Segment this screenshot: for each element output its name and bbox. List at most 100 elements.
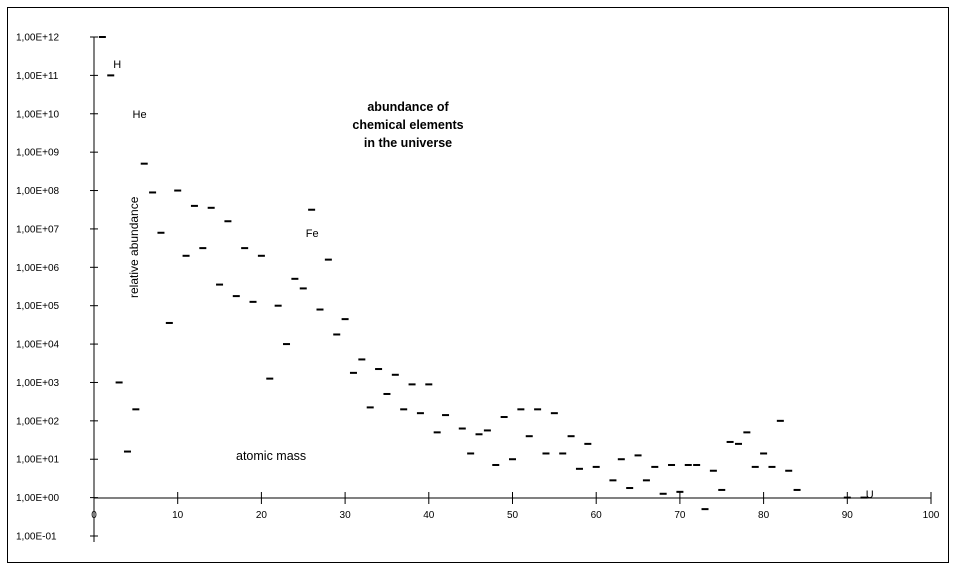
x-tick-label: 80 <box>758 510 770 521</box>
data-point <box>157 231 165 234</box>
x-tick-label: 70 <box>674 510 686 521</box>
y-tick-label: 1,00E+08 <box>16 186 60 197</box>
data-point <box>559 452 567 455</box>
data-point <box>316 308 324 311</box>
data-point <box>308 208 316 211</box>
data-point <box>241 247 249 250</box>
data-point <box>693 463 701 466</box>
data-point <box>668 463 676 466</box>
data-point <box>751 465 759 468</box>
data-point <box>132 408 140 411</box>
data-point <box>107 74 115 77</box>
data-point <box>609 479 617 482</box>
data-point <box>366 406 374 409</box>
x-tick-label: 50 <box>507 510 519 521</box>
data-point <box>291 277 299 280</box>
data-point <box>626 487 634 490</box>
x-tick-label: 100 <box>923 510 940 521</box>
y-tick-label: 1,00E+09 <box>16 148 60 159</box>
y-tick-label: 1,00E+01 <box>16 455 60 466</box>
data-point <box>182 254 190 257</box>
element-annotation: He <box>133 109 147 121</box>
y-tick-label: 1,00E+11 <box>16 71 59 82</box>
data-point <box>642 479 650 482</box>
data-point <box>684 463 692 466</box>
data-point <box>174 189 182 192</box>
x-tick-label: 90 <box>842 510 854 521</box>
data-point <box>550 412 558 415</box>
data-point <box>266 377 274 380</box>
data-point <box>575 467 583 470</box>
data-point <box>416 412 424 415</box>
data-point <box>257 254 265 257</box>
y-tick-label: 1,00E+12 <box>16 33 60 44</box>
data-point <box>542 452 550 455</box>
data-point <box>358 358 366 361</box>
data-point <box>785 469 793 472</box>
x-tick-label: 10 <box>172 510 184 521</box>
y-tick-label: 1,00E+05 <box>16 301 60 312</box>
data-point <box>483 429 491 432</box>
data-point <box>216 283 224 286</box>
data-point <box>123 450 131 453</box>
data-point <box>442 414 450 417</box>
y-tick-label: 1,00E+00 <box>16 493 60 504</box>
data-point <box>768 465 776 468</box>
data-point <box>467 452 475 455</box>
x-tick-label: 30 <box>340 510 352 521</box>
data-point <box>567 435 575 438</box>
data-point <box>651 465 659 468</box>
data-point <box>659 492 667 495</box>
x-axis-label: atomic mass <box>236 449 306 463</box>
y-tick-label: 1,00E+07 <box>16 224 60 235</box>
data-point <box>383 392 391 395</box>
data-point <box>743 431 751 434</box>
data-point <box>190 204 198 207</box>
data-point <box>249 300 257 303</box>
y-tick-label: 1,00E+04 <box>16 340 60 351</box>
data-point <box>534 408 542 411</box>
data-point <box>149 191 157 194</box>
element-annotation: U <box>866 489 874 501</box>
data-point <box>425 383 433 386</box>
data-point <box>617 458 625 461</box>
data-point <box>709 469 717 472</box>
data-point <box>375 368 383 371</box>
data-point <box>299 287 307 290</box>
data-point <box>199 247 207 250</box>
data-point <box>400 408 408 411</box>
data-point <box>843 496 851 499</box>
data-point <box>726 440 734 443</box>
data-point <box>324 258 332 261</box>
data-point <box>115 381 123 384</box>
chart-title-line: in the universe <box>364 136 452 150</box>
data-point <box>333 333 341 336</box>
data-point <box>776 419 784 422</box>
data-point <box>492 463 500 466</box>
y-axis-label: relative abundance <box>127 196 141 298</box>
y-tick-label: 1,00E+06 <box>16 263 60 274</box>
element-annotation: H <box>113 59 121 71</box>
data-point <box>224 220 232 223</box>
data-point <box>207 206 215 209</box>
element-annotation: Fe <box>306 228 319 240</box>
chart-title-line: abundance of <box>367 100 449 114</box>
data-point <box>718 488 726 491</box>
data-point <box>634 454 642 457</box>
data-point <box>525 435 533 438</box>
data-point <box>676 490 684 493</box>
data-point <box>701 508 709 511</box>
data-point <box>517 408 525 411</box>
y-tick-label: 1,00E+10 <box>16 109 60 120</box>
chart-svg: 1,00E+12 1,00E+11 1,00E+10 1,00E+09 1,00E+08… <box>16 33 940 543</box>
data-point <box>165 321 173 324</box>
data-point <box>475 433 483 436</box>
x-tick-label: 60 <box>591 510 603 521</box>
data-point <box>408 383 416 386</box>
x-tick-label: 0 <box>91 510 97 521</box>
data-point <box>793 488 801 491</box>
data-point <box>140 162 148 165</box>
data-point <box>98 36 106 38</box>
x-tick-label: 40 <box>423 510 435 521</box>
chart-frame: 1,00E+12 1,00E+11 1,00E+10 1,00E+09 1,00E+08… <box>7 7 949 563</box>
